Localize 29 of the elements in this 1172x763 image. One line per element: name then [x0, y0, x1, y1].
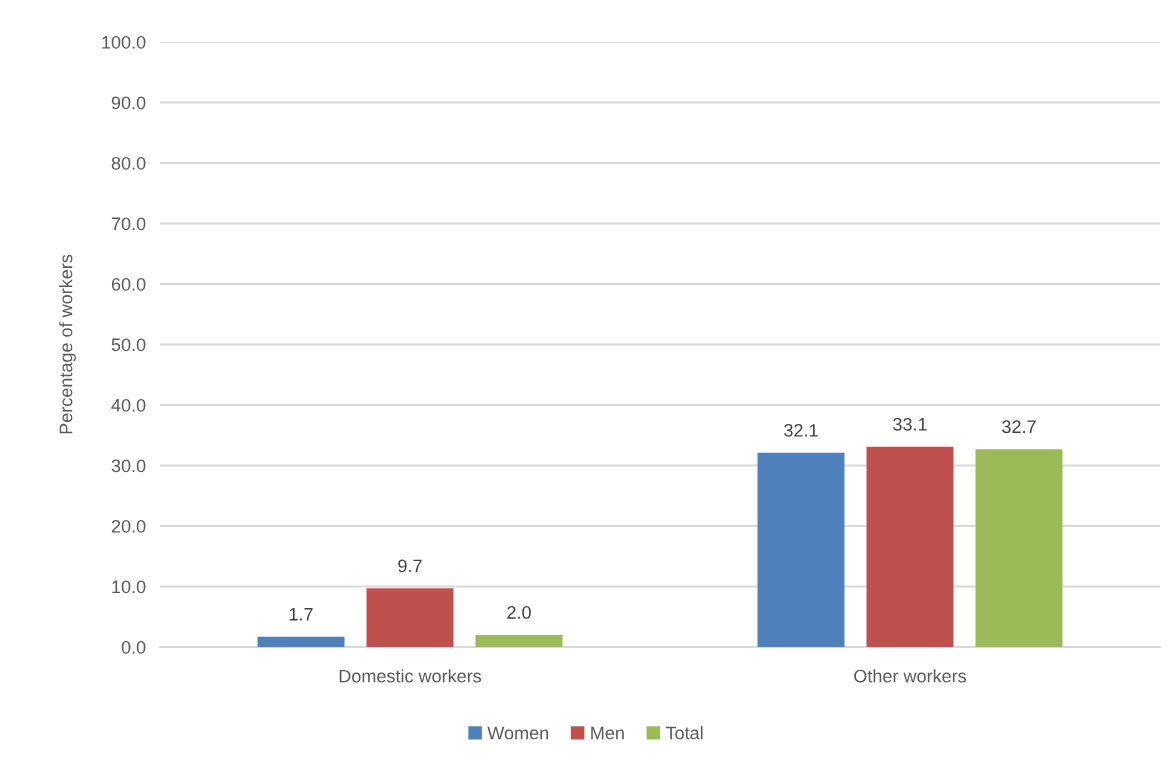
- bar: [257, 636, 345, 647]
- y-tick-label: 70.0: [111, 217, 146, 231]
- bar: [866, 446, 954, 647]
- bar: [975, 449, 1063, 647]
- legend-label: Total: [665, 726, 703, 740]
- bar: [475, 634, 563, 647]
- data-label: 32.1: [784, 423, 818, 437]
- y-axis-title: Percentage of workers: [59, 254, 76, 434]
- x-tick-label: Domestic workers: [339, 669, 482, 683]
- y-tick-label: 50.0: [111, 338, 146, 352]
- y-tick-label: 80.0: [111, 156, 146, 170]
- y-tick-label: 100.0: [102, 35, 146, 49]
- y-tick-label: 60.0: [111, 277, 146, 291]
- y-tick-label: 0.0: [121, 640, 146, 654]
- bar: [366, 588, 454, 647]
- y-tick-label: 90.0: [111, 96, 146, 110]
- x-tick-label: Other workers: [854, 669, 967, 683]
- data-label: 32.7: [1002, 420, 1036, 434]
- legend-label: Women: [487, 726, 548, 740]
- y-tick-label: 30.0: [111, 459, 146, 473]
- bar: [757, 452, 845, 647]
- data-label: 33.1: [893, 417, 927, 431]
- data-label: 1.7: [289, 608, 313, 621]
- legend-label: Men: [591, 726, 624, 740]
- y-tick-label: 40.0: [111, 398, 146, 412]
- data-label: 9.7: [398, 559, 422, 573]
- y-tick-label: 10.0: [112, 580, 146, 594]
- y-tick-label: 20.0: [111, 519, 146, 533]
- data-label: 2.0: [507, 606, 531, 619]
